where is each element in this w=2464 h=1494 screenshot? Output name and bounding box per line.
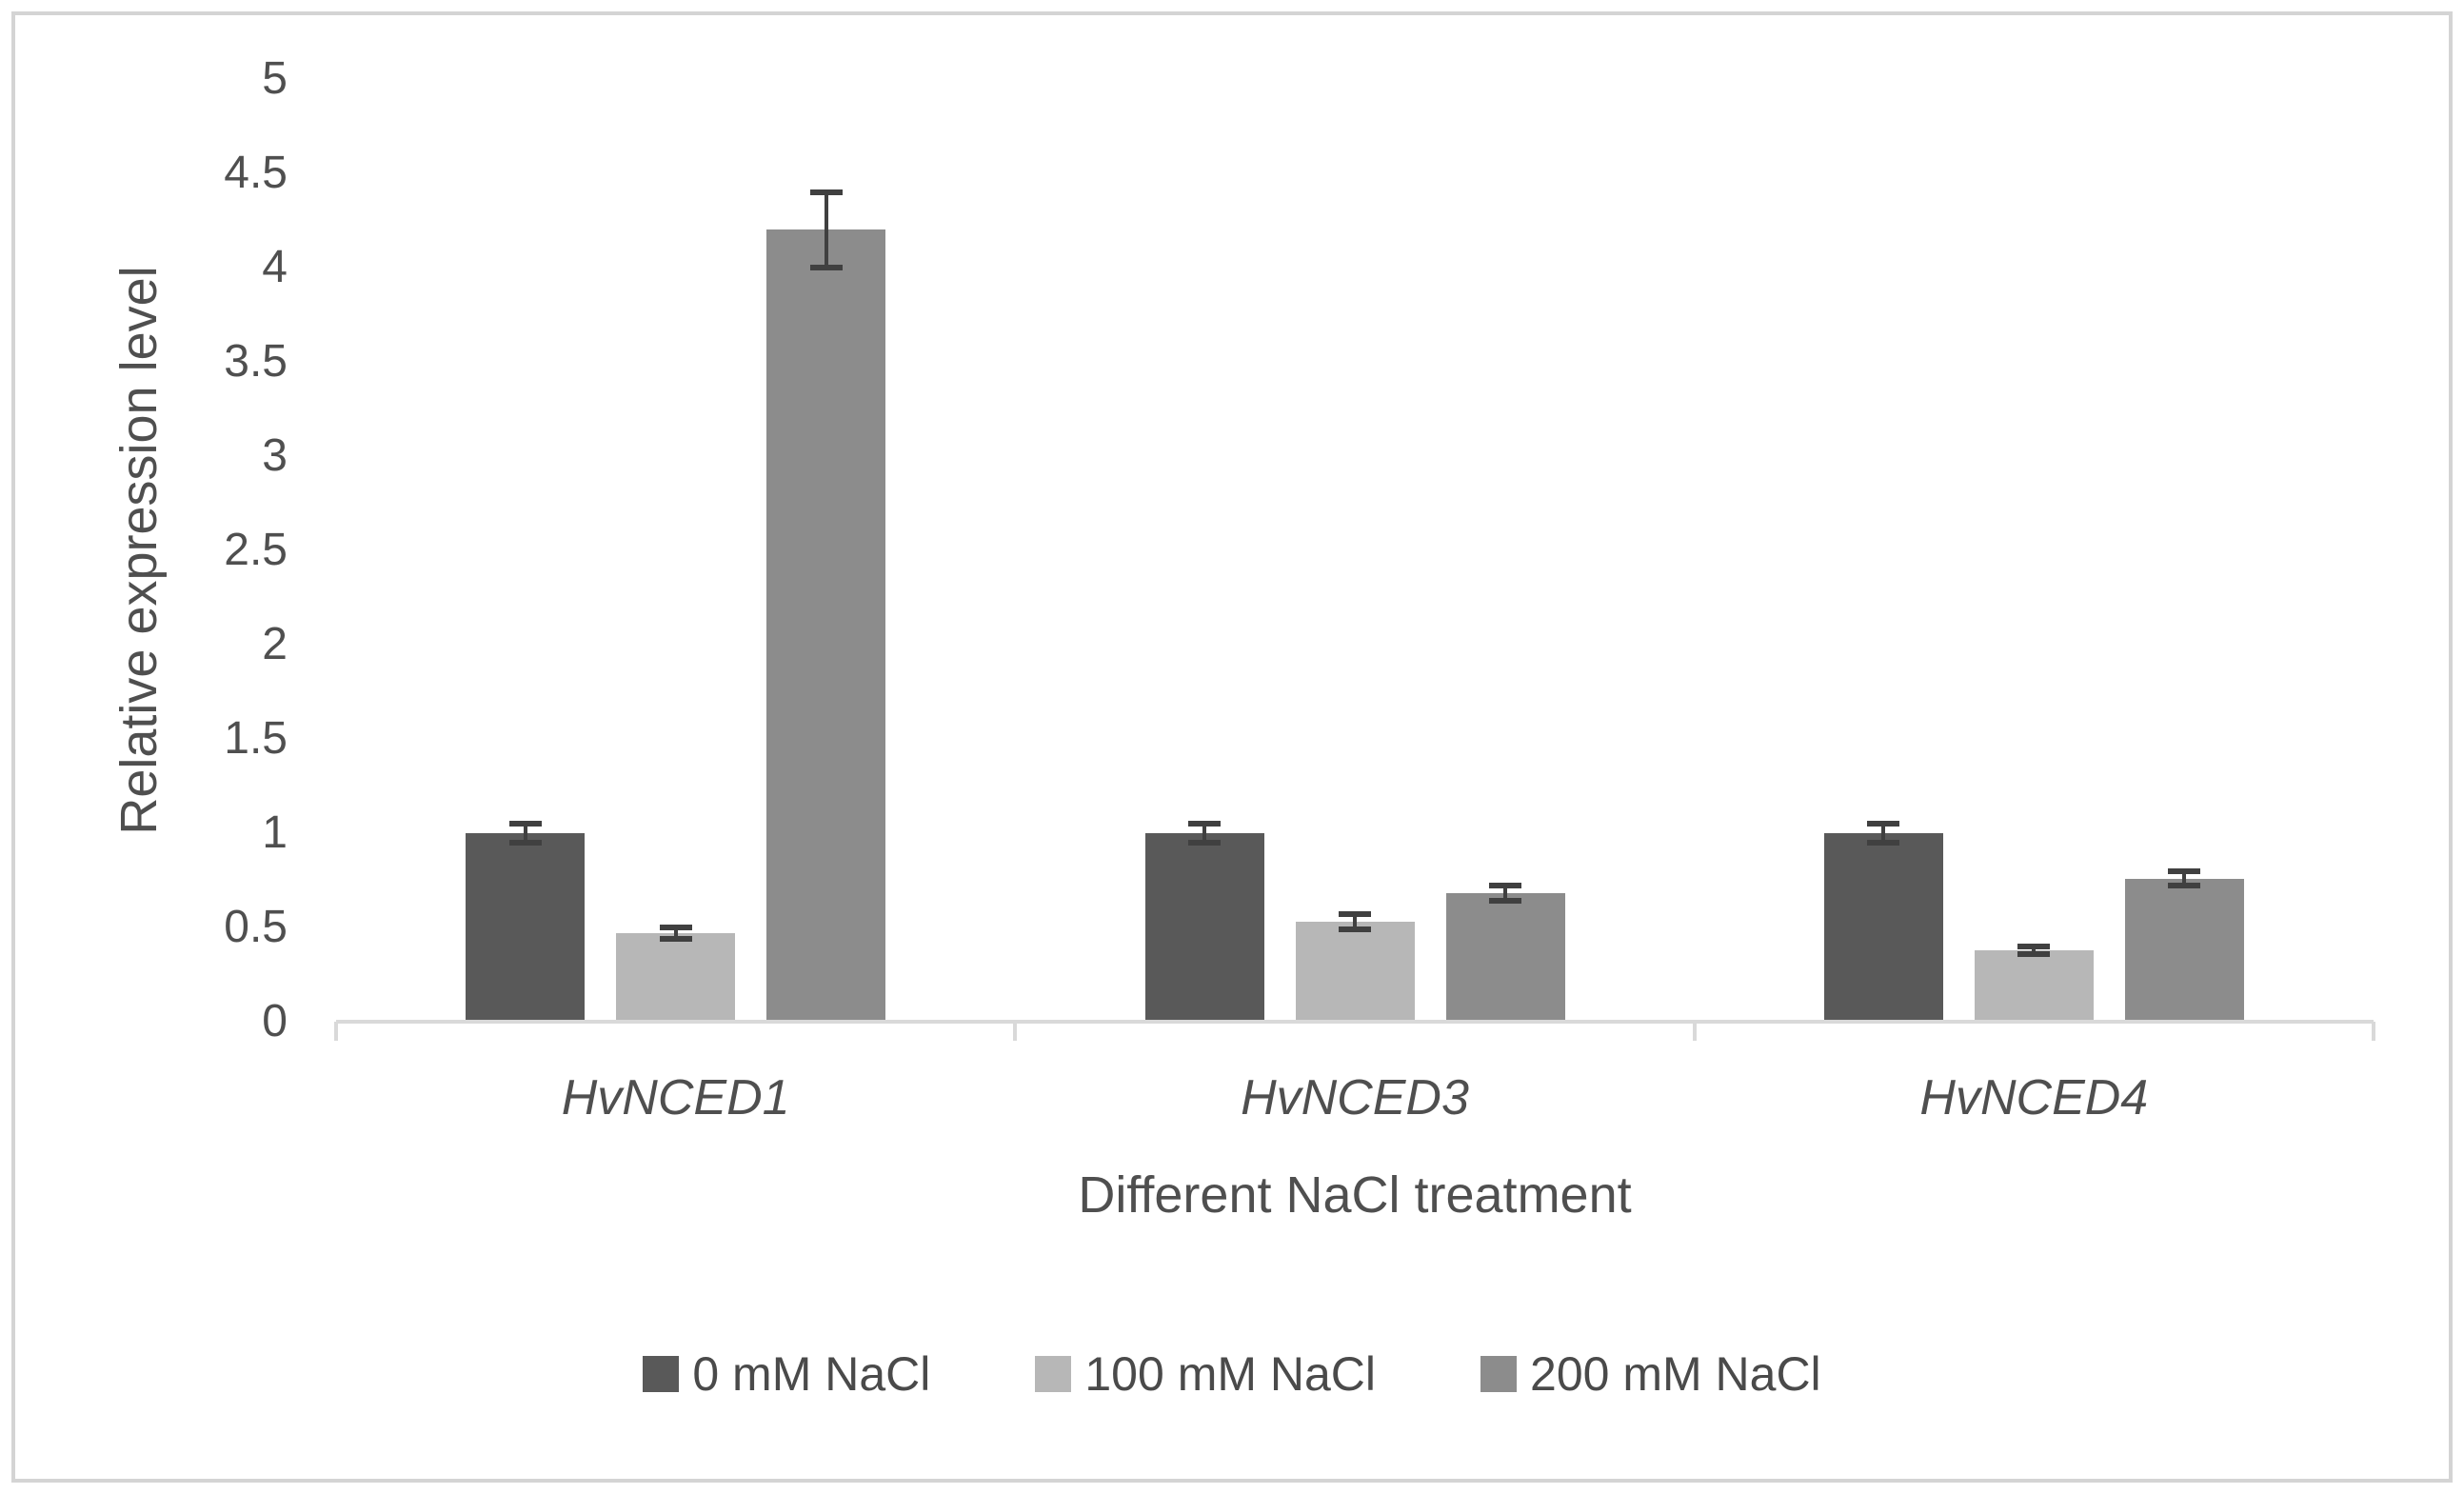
y-tick-label-0-5: 0.5	[224, 902, 288, 952]
y-tick-label-3-5: 3.5	[224, 336, 288, 387]
legend-label-0-mm-nacl: 0 mM NaCl	[692, 1347, 931, 1401]
bar-100-mm-nacl-hvnced3	[1295, 922, 1415, 1022]
error-bar-cap-top-100-mm-nacl-hvnced1	[659, 925, 692, 930]
error-bar-cap-top-100-mm-nacl-hvnced4	[2017, 943, 2051, 949]
legend-label-200-mm-nacl: 200 mM NaCl	[1530, 1347, 1821, 1401]
y-tick-label-1-5: 1.5	[224, 713, 288, 764]
bar-200-mm-nacl-hvnced1	[766, 229, 886, 1022]
error-bar-cap-top-0-mm-nacl-hvnced1	[508, 821, 542, 827]
legend-swatch-200-mm-nacl	[1480, 1356, 1518, 1392]
error-bar-cap-bottom-0-mm-nacl-hvnced3	[1188, 839, 1221, 846]
y-tick-label-3: 3	[262, 430, 288, 481]
y-tick-label-1: 1	[262, 807, 288, 858]
error-bar-cap-bottom-200-mm-nacl-hvnced1	[809, 265, 843, 270]
bar-0-mm-nacl-hvnced3	[1144, 833, 1264, 1022]
error-bar-cap-top-0-mm-nacl-hvnced4	[1867, 821, 1900, 827]
y-tick-label-4: 4	[262, 242, 288, 292]
legend-item-200-mm-nacl: 200 mM NaCl	[1480, 1346, 1821, 1402]
x-axis-boundary-tick	[1692, 1022, 1697, 1041]
error-bar-cap-bottom-100-mm-nacl-hvnced3	[1339, 926, 1371, 932]
y-tick-label-2-5: 2.5	[224, 525, 288, 575]
category-label-hvnced4: HvNCED4	[1919, 1070, 2149, 1125]
bar-100-mm-nacl-hvnced1	[616, 932, 736, 1022]
bar-0-mm-nacl-hvnced1	[466, 833, 586, 1022]
category-label-hvnced1: HvNCED1	[561, 1070, 790, 1125]
y-tick-label-5: 5	[262, 53, 288, 104]
bar-200-mm-nacl-hvnced4	[2124, 878, 2244, 1022]
legend-swatch-0-mm-nacl	[643, 1356, 680, 1392]
x-axis-boundary-tick	[1013, 1022, 1018, 1041]
y-tick-label-2: 2	[262, 619, 288, 669]
error-bar-cap-top-200-mm-nacl-hvnced3	[1489, 883, 1521, 889]
error-bar-line-200-mm-nacl-hvnced1	[824, 191, 828, 268]
error-bar-cap-top-200-mm-nacl-hvnced4	[2168, 867, 2201, 874]
x-axis-title: Different NaCl treatment	[1078, 1166, 1632, 1224]
legend-swatch-100-mm-nacl	[1035, 1356, 1072, 1392]
bar-200-mm-nacl-hvnced3	[1445, 893, 1565, 1022]
error-bar-cap-bottom-200-mm-nacl-hvnced3	[1489, 898, 1521, 905]
error-bar-cap-bottom-100-mm-nacl-hvnced4	[2017, 950, 2051, 957]
category-label-hvnced3: HvNCED3	[1241, 1070, 1469, 1125]
error-bar-cap-top-100-mm-nacl-hvnced3	[1339, 911, 1371, 918]
legend-item-100-mm-nacl: 100 mM NaCl	[1035, 1346, 1376, 1402]
y-tick-label-0: 0	[262, 996, 288, 1046]
error-bar-cap-bottom-200-mm-nacl-hvnced4	[2168, 883, 2201, 889]
error-bar-cap-top-200-mm-nacl-hvnced1	[809, 189, 843, 195]
error-bar-cap-bottom-0-mm-nacl-hvnced1	[508, 839, 542, 846]
y-tick-label-4-5: 4.5	[224, 148, 288, 198]
legend-label-100-mm-nacl: 100 mM NaCl	[1084, 1347, 1377, 1401]
x-axis-boundary-tick	[334, 1022, 338, 1041]
bar-0-mm-nacl-hvnced4	[1823, 833, 1943, 1022]
chart-frame	[11, 11, 2453, 1483]
bar-100-mm-nacl-hvnced4	[1974, 949, 2094, 1022]
legend: 0 mM NaCl 100 mM NaCl 200 mM NaCl	[0, 1341, 2464, 1407]
error-bar-cap-top-0-mm-nacl-hvnced3	[1188, 821, 1221, 827]
x-axis-boundary-tick	[2372, 1022, 2375, 1041]
legend-item-0-mm-nacl: 0 mM NaCl	[643, 1346, 930, 1402]
error-bar-cap-bottom-0-mm-nacl-hvnced4	[1867, 839, 1900, 846]
x-axis-line	[336, 1020, 2374, 1024]
error-bar-cap-bottom-100-mm-nacl-hvnced1	[659, 935, 692, 942]
